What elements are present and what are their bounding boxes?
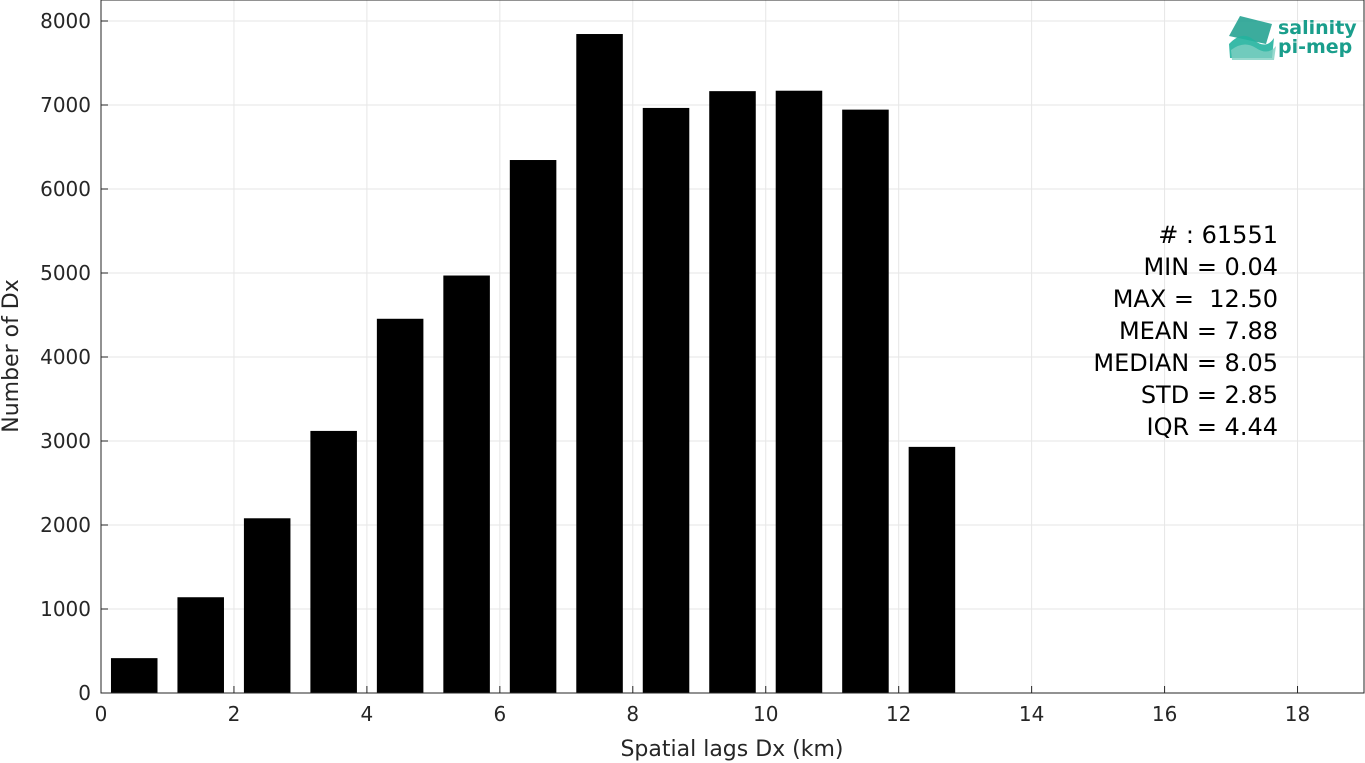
histogram-bar xyxy=(775,90,823,694)
x-tick-label: 18 xyxy=(1285,702,1310,726)
salinity-pi-mep-logo: salinity pi-mep xyxy=(1229,16,1357,60)
y-tick-label: 1000 xyxy=(40,597,91,621)
stat-line: STD = 2.85 xyxy=(1141,381,1278,409)
histogram-bar xyxy=(443,275,490,693)
stats-box: # : 61551 MIN = 0.04 MAX = 12.50 MEAN = 7.8… xyxy=(1093,221,1278,441)
x-tick-label: 16 xyxy=(1152,702,1177,726)
histogram-bar xyxy=(376,318,424,693)
y-tick-label: 2000 xyxy=(40,513,91,537)
x-tick-label: 10 xyxy=(753,702,778,726)
stat-line: MIN = 0.04 xyxy=(1143,253,1278,281)
plot-frame xyxy=(100,0,1365,694)
y-axis-label: Number of Dx xyxy=(0,279,24,433)
x-axis-label: Spatial lags Dx (km) xyxy=(620,737,843,762)
stat-line: MAX = 12.50 xyxy=(1113,285,1278,313)
histogram-bar xyxy=(908,446,956,693)
histogram-bar xyxy=(110,658,158,693)
x-tick-label: 2 xyxy=(228,702,241,726)
stat-line: MEDIAN = 8.05 xyxy=(1093,349,1278,377)
y-ticks: 0 1000 2000 3000 4000 5000 6000 7000 8000 xyxy=(40,9,108,705)
y-tick-label: 3000 xyxy=(40,429,91,453)
x-tick-label: 6 xyxy=(493,702,506,726)
y-tick-label: 0 xyxy=(78,681,91,705)
y-tick-label: 6000 xyxy=(40,177,91,201)
histogram-bar xyxy=(842,109,889,694)
stat-line: MEAN = 7.88 xyxy=(1119,317,1278,345)
logo-text-pi-mep: pi-mep xyxy=(1278,36,1352,58)
x-tick-label: 8 xyxy=(626,702,639,726)
histogram-bar xyxy=(243,518,291,693)
y-tick-label: 8000 xyxy=(40,9,91,33)
x-tick-label: 4 xyxy=(361,702,374,726)
y-tick-label: 4000 xyxy=(40,345,91,369)
stat-line: # : 61551 xyxy=(1158,221,1278,249)
bars xyxy=(110,34,956,694)
x-ticks: 0 2 4 6 8 10 12 14 16 18 xyxy=(95,686,1310,726)
x-tick-label: 12 xyxy=(886,702,911,726)
x-tick-label: 0 xyxy=(95,702,108,726)
x-tick-label: 14 xyxy=(1019,702,1044,726)
histogram-bar xyxy=(509,160,557,693)
histogram-bar xyxy=(177,597,224,693)
y-tick-label: 5000 xyxy=(40,261,91,285)
logo-text-salinity: salinity xyxy=(1278,17,1357,39)
histogram-bar xyxy=(709,91,756,693)
histogram-bar xyxy=(310,430,357,693)
y-tick-label: 7000 xyxy=(40,93,91,117)
stat-line: IQR = 4.44 xyxy=(1147,413,1278,441)
histogram-bar xyxy=(642,107,690,693)
wave-logo-icon xyxy=(1229,16,1276,60)
histogram-bar xyxy=(576,34,623,693)
